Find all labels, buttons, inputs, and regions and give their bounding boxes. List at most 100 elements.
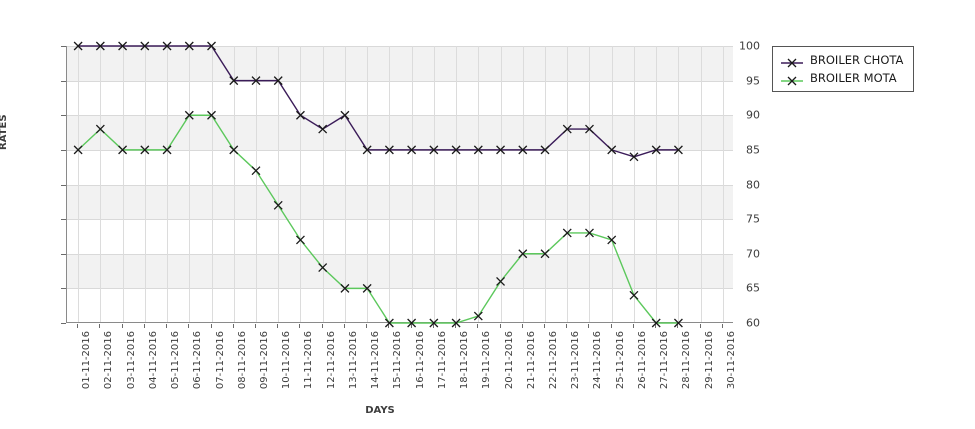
x-axis-tick-label: 20-11-2016 [503, 331, 515, 390]
y-axis-tick-mark [61, 323, 66, 324]
y-axis-tick-label: 70 [746, 247, 760, 261]
data-point-marker [607, 145, 617, 155]
vertical-gridline [701, 46, 702, 322]
x-axis-tick-mark [700, 324, 701, 328]
legend-item-2[interactable]: BROILER MOTA [781, 71, 903, 86]
x-axis-tick-mark [122, 324, 123, 328]
y-axis-tick-mark [61, 115, 66, 117]
data-point-marker [140, 41, 150, 51]
data-point-marker [384, 318, 394, 328]
y-axis-tick-label: 100 [739, 39, 760, 53]
x-axis-tick-mark [566, 324, 567, 328]
data-point-marker [540, 249, 550, 259]
vertical-gridline [212, 46, 213, 322]
data-point-marker [562, 228, 572, 238]
x-axis-tick-label: 19-11-2016 [481, 331, 493, 390]
y-axis-tick-label: 80 [746, 178, 760, 191]
x-axis-tick-label: 11-11-2016 [303, 331, 315, 390]
vertical-gridline [100, 46, 101, 322]
x-axis-tick-mark [344, 324, 345, 328]
y-axis-tick-mark [61, 288, 66, 290]
y-axis-tick-label: 65 [746, 281, 760, 295]
horizontal-gridline [67, 46, 733, 47]
x-axis-tick-mark [500, 324, 501, 328]
x-axis-tick-label: 23-11-2016 [570, 331, 582, 390]
x-axis-tick-label: 12-11-2016 [325, 331, 337, 390]
data-point-marker [140, 145, 150, 155]
x-axis-tick-label: 03-11-2016 [125, 331, 137, 390]
data-point-marker [340, 110, 350, 120]
data-point-marker [407, 145, 417, 155]
x-axis-tick-label: 29-11-2016 [703, 331, 715, 390]
vertical-gridline [501, 46, 502, 322]
data-point-marker [518, 145, 528, 155]
x-axis-tick-mark [233, 324, 234, 328]
x-axis-tick-label: 17-11-2016 [436, 331, 448, 390]
legend-marker-icon [781, 72, 803, 86]
x-axis-tick-label: 10-11-2016 [281, 331, 293, 390]
horizontal-gridline [67, 253, 733, 255]
x-axis-tick-label: 16-11-2016 [414, 331, 426, 390]
x-axis-tick-mark [522, 324, 523, 328]
vertical-gridline [456, 46, 457, 322]
horizontal-gridline [67, 184, 733, 186]
y-axis-tick-label: 85 [746, 143, 760, 157]
horizontal-gridline [67, 115, 733, 117]
series-2 [73, 110, 683, 328]
data-point-marker [407, 318, 417, 328]
x-axis-tick-label: 09-11-2016 [258, 331, 270, 390]
data-point-marker [318, 263, 328, 273]
data-point-marker [295, 235, 305, 245]
x-axis-tick-label: 14-11-2016 [370, 331, 382, 390]
data-point-marker [162, 41, 172, 51]
data-point-marker [118, 41, 128, 51]
x-axis-tick-label: 13-11-2016 [347, 331, 359, 390]
y-axis-tick-mark [61, 46, 66, 47]
x-axis-tick-label: 15-11-2016 [392, 331, 404, 390]
data-point-marker [318, 124, 328, 134]
x-axis-tick-label: 18-11-2016 [459, 331, 471, 390]
x-axis-tick-mark [166, 324, 167, 328]
x-axis-tick-mark [255, 324, 256, 328]
data-point-marker [451, 318, 461, 328]
data-point-marker [629, 152, 639, 162]
x-axis-tick-label: 28-11-2016 [681, 331, 693, 390]
y-axis-tick-label: 60 [746, 316, 760, 330]
x-axis-tick-mark [611, 324, 612, 328]
x-axis-tick-label: 01-11-2016 [81, 331, 93, 390]
data-point-marker [273, 76, 283, 86]
x-axis-tick-mark [366, 324, 367, 328]
y-axis-tick-mark [61, 184, 66, 186]
data-point-marker [651, 145, 661, 155]
vertical-gridline [434, 46, 435, 322]
x-axis-tick-label: 26-11-2016 [636, 331, 648, 390]
data-point-marker [273, 200, 283, 210]
legend-item-1[interactable]: BROILER CHOTA [781, 53, 903, 68]
plot-area [66, 41, 733, 328]
data-point-marker [629, 290, 639, 300]
y-axis-tick-mark [61, 219, 66, 221]
vertical-gridline [612, 46, 613, 322]
series-1 [73, 41, 683, 162]
x-axis-tick-label: 05-11-2016 [170, 331, 182, 390]
data-point-marker [229, 145, 239, 155]
x-axis-tick-mark [188, 324, 189, 328]
x-axis-tick-mark [633, 324, 634, 328]
series-line [78, 45, 679, 158]
vertical-gridline [167, 46, 168, 322]
x-axis-tick-mark [655, 324, 656, 328]
data-point-marker [496, 145, 506, 155]
vertical-gridline [278, 46, 279, 322]
x-axis-tick-mark [77, 324, 78, 328]
data-point-marker [184, 41, 194, 51]
vertical-gridline [589, 46, 590, 322]
x-axis-tick-mark [144, 324, 145, 328]
x-axis-tick-label: 02-11-2016 [103, 331, 115, 390]
data-point-marker [473, 311, 483, 321]
vertical-gridline [478, 46, 479, 322]
data-point-marker [429, 318, 439, 328]
vertical-gridline [412, 46, 413, 322]
vertical-gridline [723, 46, 724, 322]
vertical-gridline [678, 46, 679, 322]
vertical-gridline [389, 46, 390, 322]
